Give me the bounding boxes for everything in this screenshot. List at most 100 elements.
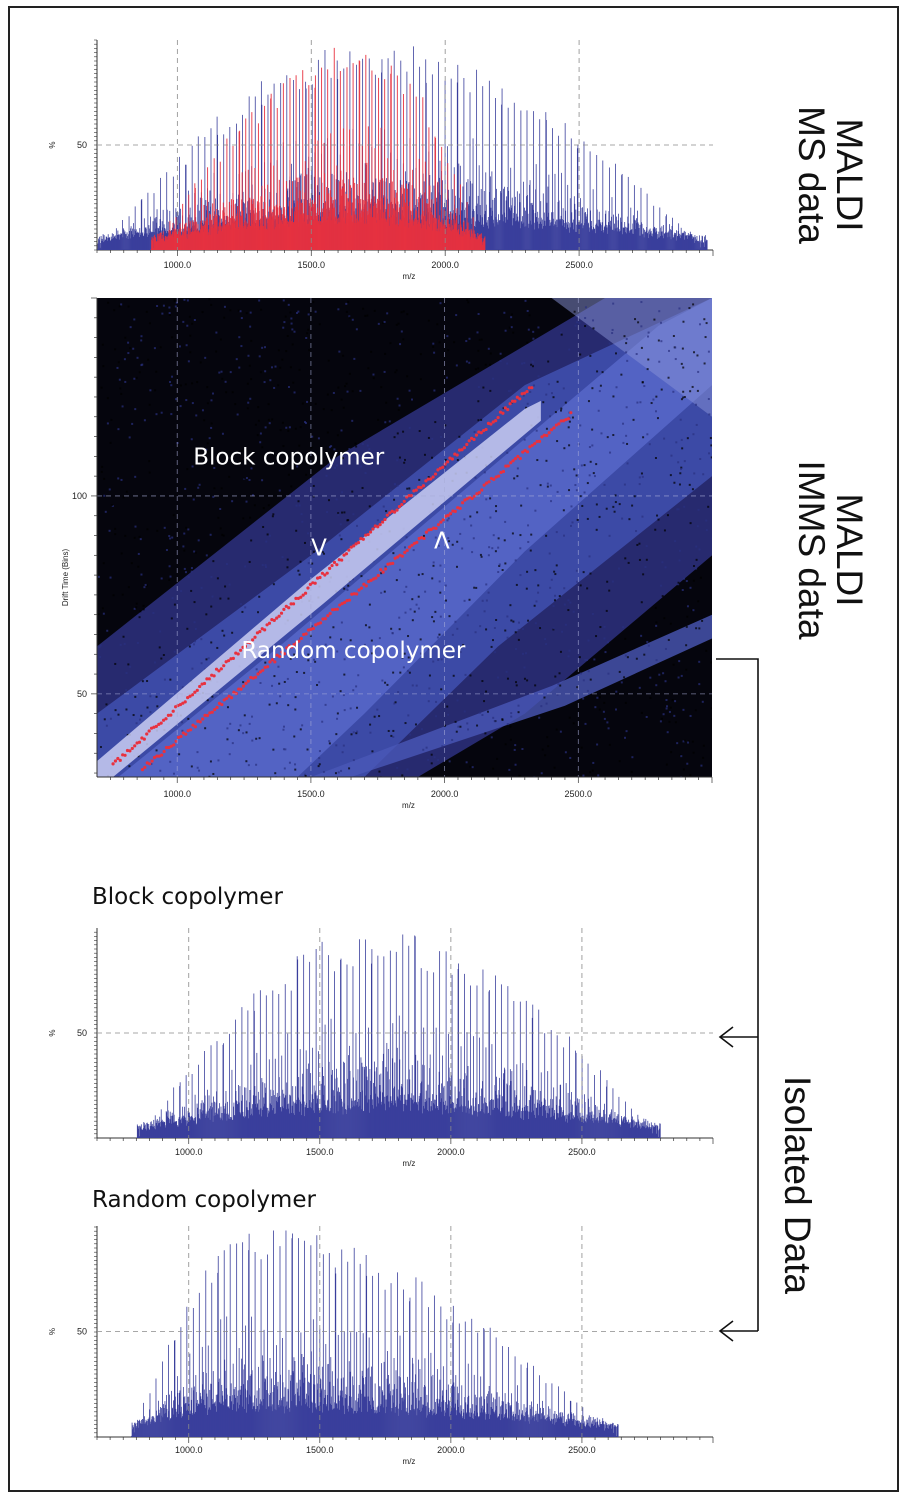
imms-trace-point <box>400 502 404 507</box>
imms-noise <box>510 326 513 329</box>
imms-noise <box>344 385 347 388</box>
imms-noise <box>404 722 407 725</box>
imms-noise <box>134 525 137 528</box>
imms-noise <box>396 766 399 769</box>
imms-noise <box>636 401 639 404</box>
imms-noise <box>466 299 469 302</box>
imms-trace-point <box>155 754 159 758</box>
imms-noise <box>411 598 414 601</box>
imms-noise <box>451 633 454 636</box>
imms-noise <box>128 765 131 768</box>
imms-noise <box>364 624 367 627</box>
imms-noise <box>685 668 688 671</box>
imms-noise <box>98 646 101 649</box>
imms-noise <box>351 318 354 321</box>
imms-noise <box>497 546 500 549</box>
imms-noise <box>209 760 212 763</box>
imms-noise <box>597 774 600 777</box>
imms-trace-point <box>220 702 224 707</box>
imms-noise <box>314 660 317 663</box>
imms-trace-point <box>140 768 145 772</box>
imms-noise <box>532 337 535 340</box>
imms-noise <box>409 733 412 736</box>
imms-noise <box>636 543 639 546</box>
imms-x-tick-label: 2500.0 <box>565 789 593 799</box>
imms-noise <box>645 715 648 718</box>
imms-trace-point <box>383 517 387 522</box>
imms-noise <box>640 711 643 714</box>
imms-noise <box>622 626 625 629</box>
imms-y-tick-label: 50 <box>77 689 87 699</box>
imms-trace-point <box>278 654 282 659</box>
imms-trace-point <box>397 505 402 509</box>
imms-trace-point <box>506 408 510 412</box>
imms-noise <box>427 319 430 322</box>
imms-trace-point <box>270 618 274 622</box>
imms-noise <box>454 720 457 723</box>
imms-trace-point <box>450 457 454 461</box>
imms-trace-point <box>335 607 339 611</box>
imms-noise <box>261 446 264 449</box>
imms-trace-point <box>484 427 488 432</box>
imms-noise <box>185 526 188 529</box>
imms-noise <box>105 703 108 706</box>
imms-trace-point <box>284 604 288 608</box>
imms-noise <box>287 303 290 306</box>
imms-trace-point <box>226 659 231 663</box>
imms-noise <box>298 573 301 576</box>
imms-noise <box>472 537 475 540</box>
imms-noise <box>368 626 371 629</box>
imms-noise <box>337 308 340 311</box>
imms-trace-point <box>451 509 455 513</box>
imms-noise <box>431 616 434 619</box>
imms-noise <box>389 489 392 492</box>
imms-noise <box>123 642 126 645</box>
imms-trace-point <box>166 713 170 718</box>
imms-noise <box>351 490 354 493</box>
imms-trace-point <box>527 386 531 390</box>
imms-noise <box>134 695 137 698</box>
imms-noise <box>345 310 348 313</box>
imms-noise <box>239 310 242 313</box>
imms-trace-point <box>356 540 361 545</box>
imms-noise <box>248 478 251 481</box>
imms-noise <box>438 633 441 636</box>
imms-noise <box>420 652 423 655</box>
imms-noise <box>638 542 641 545</box>
imms-trace-point <box>125 748 130 753</box>
imms-noise <box>652 398 655 401</box>
imms-trace-point <box>255 631 260 635</box>
imms-noise <box>155 695 158 698</box>
imms-trace-point <box>409 494 414 498</box>
imms-noise <box>484 732 487 735</box>
imms-y-axis-label: Drift Time (Bins) <box>61 549 70 607</box>
imms-trace-point <box>326 614 330 618</box>
imms-noise <box>207 657 210 660</box>
imms-noise <box>560 409 563 412</box>
imms-noise <box>402 459 405 462</box>
imms-noise <box>336 717 339 720</box>
imms-noise <box>480 555 483 558</box>
imms-noise <box>238 366 241 369</box>
imms-noise <box>341 491 344 494</box>
imms-noise <box>224 380 227 383</box>
imms-trace-point <box>246 640 250 644</box>
imms-trace-point <box>181 731 185 735</box>
imms-noise <box>237 309 240 312</box>
imms-noise <box>340 638 343 641</box>
imms-noise <box>330 409 333 412</box>
imms-noise <box>229 722 232 725</box>
imms-noise <box>419 638 422 641</box>
imms-noise <box>294 708 297 711</box>
imms-noise <box>208 437 211 440</box>
imms-noise <box>155 413 158 416</box>
imms-noise <box>575 569 578 572</box>
imms-trace-point <box>145 761 149 765</box>
imms-noise <box>264 426 267 429</box>
imms-noise <box>699 576 702 579</box>
imms-noise <box>104 510 107 513</box>
imms-noise <box>643 653 646 656</box>
imms-noise <box>620 681 623 684</box>
imms-noise <box>135 602 138 605</box>
imms-noise <box>623 335 626 338</box>
